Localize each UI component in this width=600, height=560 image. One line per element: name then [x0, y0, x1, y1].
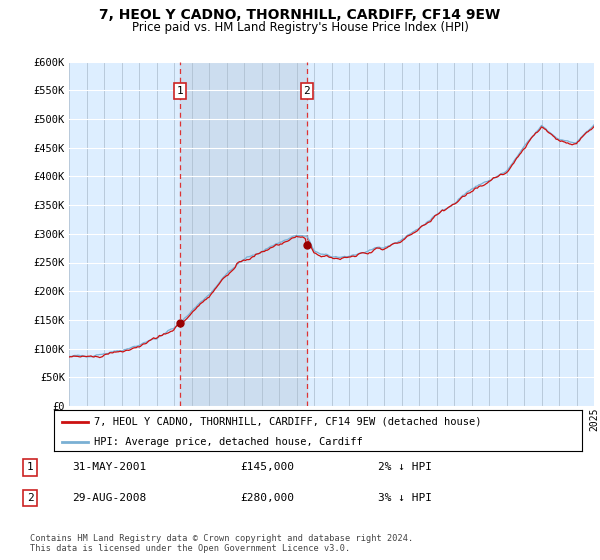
Text: £145,000: £145,000 [240, 462, 294, 472]
Text: 2: 2 [26, 493, 34, 503]
Text: 2: 2 [304, 86, 310, 96]
Text: 1: 1 [26, 462, 34, 472]
Text: 7, HEOL Y CADNO, THORNHILL, CARDIFF, CF14 9EW (detached house): 7, HEOL Y CADNO, THORNHILL, CARDIFF, CF1… [94, 417, 481, 427]
Text: Price paid vs. HM Land Registry's House Price Index (HPI): Price paid vs. HM Land Registry's House … [131, 21, 469, 34]
Text: 3% ↓ HPI: 3% ↓ HPI [378, 493, 432, 503]
Text: £280,000: £280,000 [240, 493, 294, 503]
Bar [180, 62, 307, 406]
Text: 1: 1 [176, 86, 183, 96]
Text: 29-AUG-2008: 29-AUG-2008 [72, 493, 146, 503]
Text: 2% ↓ HPI: 2% ↓ HPI [378, 462, 432, 472]
Text: Contains HM Land Registry data © Crown copyright and database right 2024.
This d: Contains HM Land Registry data © Crown c… [30, 534, 413, 553]
Text: HPI: Average price, detached house, Cardiff: HPI: Average price, detached house, Card… [94, 437, 362, 447]
Text: 31-MAY-2001: 31-MAY-2001 [72, 462, 146, 472]
Text: 7, HEOL Y CADNO, THORNHILL, CARDIFF, CF14 9EW: 7, HEOL Y CADNO, THORNHILL, CARDIFF, CF1… [100, 8, 500, 22]
